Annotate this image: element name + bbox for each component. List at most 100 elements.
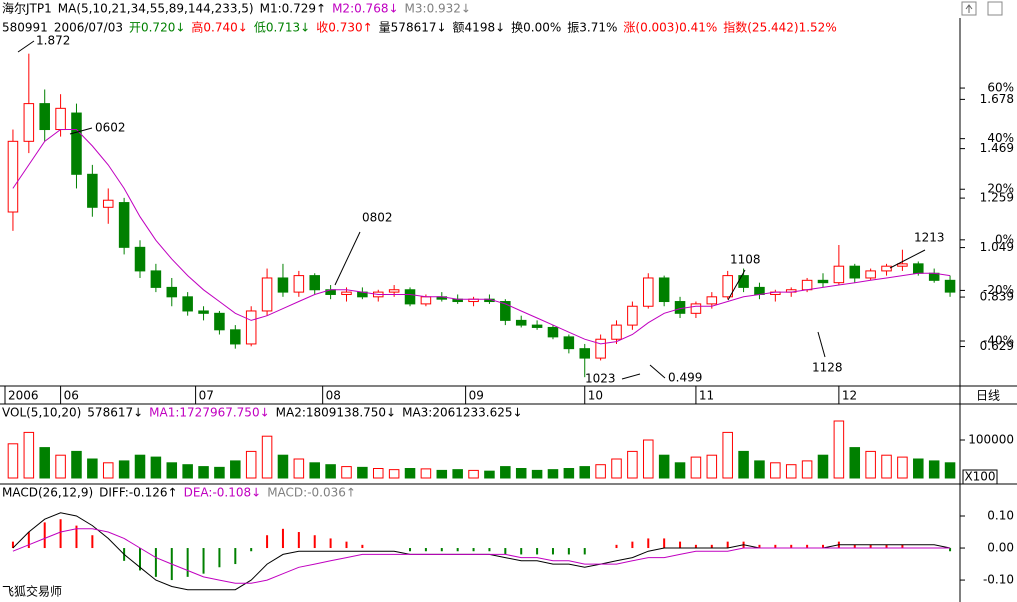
volume-bar bbox=[388, 469, 400, 479]
x-tick-label: 09 bbox=[469, 389, 484, 403]
header-item: MA3:2061233.625↓ bbox=[402, 406, 522, 420]
candle-body bbox=[7, 140, 19, 213]
candle-body bbox=[71, 112, 82, 175]
candle-body bbox=[500, 301, 511, 321]
annotation: 1213 bbox=[914, 231, 945, 245]
volume-bar bbox=[261, 435, 273, 479]
annotation: 1108 bbox=[730, 253, 761, 267]
y-tick-label: 0.00 bbox=[987, 541, 1014, 555]
candle-body bbox=[595, 338, 606, 359]
candle-body bbox=[801, 279, 813, 291]
y2-tick-label: -20% bbox=[983, 283, 1014, 297]
volume-bar bbox=[357, 466, 368, 479]
candle-body bbox=[817, 279, 829, 284]
annotation: 0802 bbox=[362, 211, 393, 225]
candle-body bbox=[261, 277, 273, 312]
volume-bar bbox=[658, 454, 670, 479]
candle-body bbox=[341, 291, 352, 295]
volume-bar bbox=[341, 466, 352, 479]
candle-body bbox=[547, 326, 559, 338]
header-item: 指数(25.442)1.52% bbox=[723, 20, 836, 35]
annotation: 0.499 bbox=[668, 371, 702, 385]
volume-bar bbox=[881, 454, 892, 479]
annotation-arrow bbox=[17, 40, 35, 53]
candle-body bbox=[531, 324, 543, 328]
volume-bar bbox=[484, 470, 495, 479]
candle-body bbox=[309, 275, 320, 291]
y-tick-label: 0.629 bbox=[980, 339, 1014, 353]
volume-bar bbox=[245, 450, 257, 479]
header-item: 578617↓ bbox=[87, 406, 143, 420]
up-icon bbox=[965, 4, 973, 13]
volume-bar bbox=[182, 464, 193, 479]
annotation: 1.872 bbox=[36, 34, 70, 48]
volume-bar bbox=[849, 447, 861, 479]
volume-bar bbox=[420, 468, 432, 479]
volume-bar bbox=[214, 466, 225, 479]
volume-bar bbox=[134, 454, 146, 479]
x-tick-label: 07 bbox=[199, 389, 214, 403]
window-button[interactable] bbox=[987, 1, 1003, 16]
candle-body bbox=[563, 336, 575, 350]
annotation-arrow bbox=[727, 269, 746, 301]
volume-bar bbox=[531, 469, 543, 479]
volume-bar bbox=[277, 454, 289, 479]
candle-body bbox=[674, 301, 686, 314]
volume-bar bbox=[627, 450, 638, 479]
header-item: MACD:-0.036↑ bbox=[267, 486, 356, 500]
candle-body bbox=[897, 263, 908, 267]
candle-body bbox=[134, 246, 146, 272]
candle-body bbox=[118, 202, 130, 248]
y-tick-label: 100000 bbox=[968, 433, 1014, 447]
candle-body bbox=[293, 275, 305, 293]
candle-body bbox=[913, 263, 924, 274]
header-item: MACD(26,12,9) bbox=[2, 486, 93, 500]
annotation: 0602 bbox=[95, 121, 126, 135]
y2-tick-label: 0% bbox=[995, 232, 1014, 246]
candle-body bbox=[690, 303, 702, 314]
y2-tick-label: 20% bbox=[987, 182, 1014, 196]
annotation: 1128 bbox=[812, 361, 843, 375]
ma-line bbox=[12, 129, 951, 345]
volume-bar bbox=[865, 450, 876, 479]
y-tick-label: -0.10 bbox=[983, 573, 1014, 587]
candle-body bbox=[55, 107, 66, 131]
x-tick-label: 12 bbox=[842, 389, 857, 403]
volume-bar bbox=[71, 450, 82, 479]
period-label: 日线 bbox=[976, 389, 1000, 403]
candle-body bbox=[849, 265, 861, 279]
annotation-arrow bbox=[889, 249, 926, 269]
candle-body bbox=[102, 199, 114, 208]
header-item: MA(5,10,21,34,55,89,144,233,5) bbox=[58, 2, 254, 16]
unit-label: X100 bbox=[964, 470, 995, 484]
volume-bar bbox=[87, 458, 98, 479]
header-item: 低0.713↓ bbox=[254, 21, 310, 35]
scroll-button[interactable] bbox=[961, 1, 977, 16]
x-tick-label: 2006 bbox=[8, 389, 39, 403]
volume-bar bbox=[579, 466, 591, 479]
volume-bar bbox=[563, 468, 575, 479]
volume-bar bbox=[897, 456, 908, 479]
y-tick-label: 1.469 bbox=[980, 141, 1014, 155]
candle-body bbox=[230, 329, 241, 345]
volume-bar bbox=[325, 464, 336, 479]
header-item: MA1:1727967.750↓ bbox=[149, 406, 269, 420]
volume-bar bbox=[738, 450, 749, 479]
candle-body bbox=[738, 275, 749, 288]
header-item: 收0.730↑ bbox=[316, 21, 372, 35]
candle-body bbox=[87, 173, 98, 208]
candle-body bbox=[515, 319, 527, 326]
volume-bar bbox=[198, 466, 209, 479]
y2-tick-label: 60% bbox=[987, 81, 1014, 95]
volume-bar bbox=[944, 462, 956, 479]
header-item: 换0.00% bbox=[511, 21, 561, 35]
y2-tick-label: 40% bbox=[987, 131, 1014, 145]
volume-bar bbox=[55, 454, 66, 479]
volume-bar bbox=[500, 466, 511, 479]
header-item: M2:0.768↓ bbox=[332, 2, 398, 16]
candle-body bbox=[166, 286, 178, 298]
x-tick-label: 10 bbox=[588, 389, 603, 403]
volume-bar bbox=[785, 464, 797, 479]
